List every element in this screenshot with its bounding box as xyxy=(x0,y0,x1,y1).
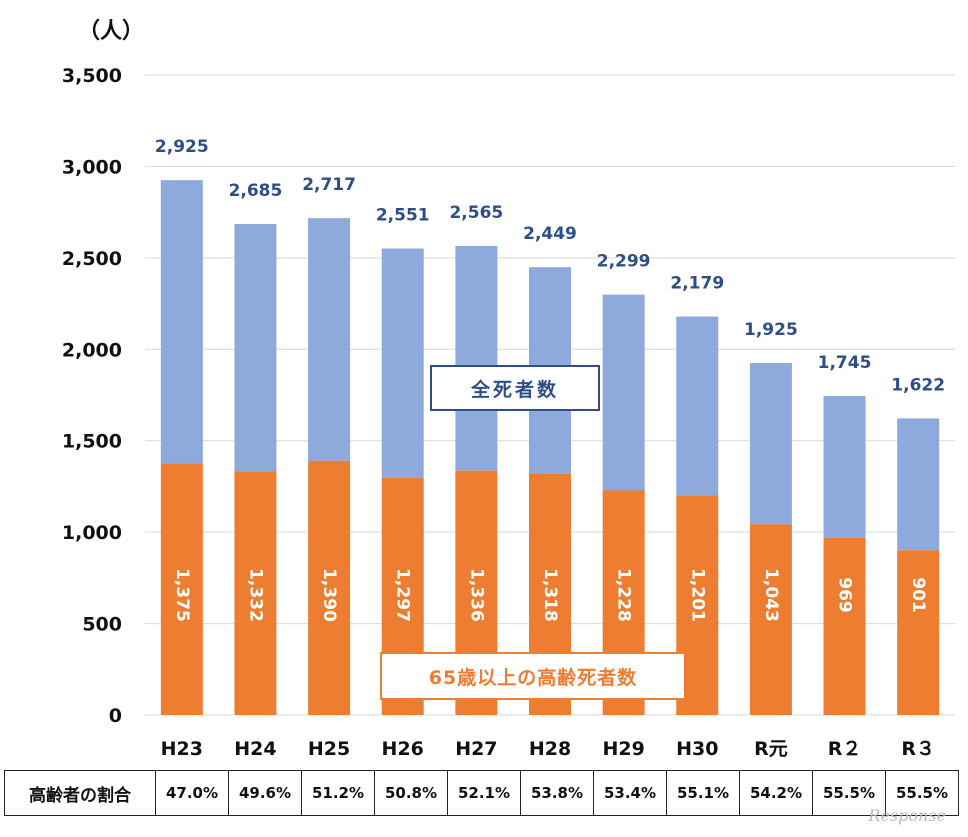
y-tick-label: 2,500 xyxy=(62,248,122,270)
bar-all-deaths xyxy=(308,218,351,461)
bar-elderly-deaths xyxy=(234,471,277,715)
bar-elderly-deaths xyxy=(160,463,203,715)
bar-all-deaths xyxy=(602,294,645,491)
x-category-label: H25 xyxy=(308,738,350,760)
legend-elderly-deaths: 65歳以上の高齢死者数 xyxy=(380,652,686,700)
total-value-label: 1,745 xyxy=(818,353,872,373)
bar-all-deaths xyxy=(455,245,498,471)
ratio-table-header: 高齢者の割合 xyxy=(4,770,156,816)
total-value-label: 2,565 xyxy=(449,203,503,223)
ratio-cell: 55.5% xyxy=(885,770,959,816)
elderly-value-label: 1,390 xyxy=(319,568,339,622)
elderly-value-label: 1,201 xyxy=(687,568,707,622)
x-axis-categories: H23 H24 H25 H26 H27 H28 H29 H30 R元 R２ R３ xyxy=(161,738,935,760)
total-value-label: 2,449 xyxy=(523,224,577,244)
elderly-value-label: 1,228 xyxy=(614,568,634,622)
elderly-value-label: 1,043 xyxy=(761,568,781,622)
bars xyxy=(160,180,940,715)
ratio-cell: 54.2% xyxy=(739,770,813,816)
bar-elderly-deaths xyxy=(897,550,940,715)
ratio-row: 高齢者の割合 47.0% 49.6% 51.2% 50.8% 52.1% 53.8% 53.… xyxy=(4,770,959,816)
total-value-label: 1,622 xyxy=(891,375,945,395)
y-tick-label: 3,000 xyxy=(62,156,122,178)
x-category-label: H27 xyxy=(455,738,497,760)
ratio-cell: 49.6% xyxy=(228,770,302,816)
x-category-label: R元 xyxy=(754,738,788,760)
watermark-logo: Response xyxy=(868,806,946,825)
total-value-label: 2,685 xyxy=(229,181,283,201)
bar-all-deaths xyxy=(381,248,424,478)
x-category-label: H29 xyxy=(602,738,644,760)
x-category-label: H30 xyxy=(676,738,718,760)
x-category-label: H24 xyxy=(234,738,276,760)
y-tick-label: 500 xyxy=(82,614,122,636)
bar-all-deaths xyxy=(897,418,940,551)
elderly-value-label: 1,375 xyxy=(172,568,192,622)
bar-elderly-deaths xyxy=(823,537,866,715)
bar-all-deaths xyxy=(823,395,866,538)
total-value-label: 2,717 xyxy=(302,175,356,195)
total-value-label: 2,179 xyxy=(670,274,724,294)
bar-all-deaths xyxy=(160,180,203,464)
elderly-value-label: 1,318 xyxy=(540,568,560,622)
x-category-label: R２ xyxy=(828,738,862,760)
ratio-cell: 50.8% xyxy=(374,770,448,816)
total-value-label: 2,551 xyxy=(376,206,430,226)
elderly-value-label: 901 xyxy=(908,577,928,613)
total-value-label: 2,299 xyxy=(597,252,651,272)
elderly-ratio-table: 高齢者の割合 47.0% 49.6% 51.2% 50.8% 52.1% 53.8% 53.… xyxy=(4,770,959,816)
ratio-cell: 53.4% xyxy=(593,770,667,816)
elderly-value-label: 1,336 xyxy=(466,568,486,622)
bar-elderly-deaths xyxy=(749,524,792,715)
x-category-label: H23 xyxy=(161,738,203,760)
total-value-label: 2,925 xyxy=(155,137,209,157)
y-axis-ticks: 0 500 1,000 1,500 2,000 2,500 3,000 3,500 xyxy=(62,65,122,727)
elderly-value-label: 1,297 xyxy=(393,568,413,622)
ratio-cell: 52.1% xyxy=(447,770,521,816)
ratio-cell: 55.1% xyxy=(666,770,740,816)
bar-all-deaths xyxy=(676,316,719,496)
x-category-label: H26 xyxy=(382,738,424,760)
y-axis-unit-label: （人） xyxy=(78,19,144,44)
y-tick-label: 3,500 xyxy=(62,65,122,87)
y-tick-label: 0 xyxy=(109,705,122,727)
bar-all-deaths xyxy=(749,363,792,525)
x-category-label: H28 xyxy=(529,738,571,760)
ratio-cell: 55.5% xyxy=(812,770,886,816)
total-value-label: 1,925 xyxy=(744,320,798,340)
ratio-cell: 53.8% xyxy=(520,770,594,816)
y-tick-label: 2,000 xyxy=(62,339,122,361)
elderly-value-label: 1,332 xyxy=(245,568,265,622)
y-tick-label: 1,000 xyxy=(62,522,122,544)
bar-elderly-deaths xyxy=(308,460,351,715)
legend-all-deaths: 全死者数 xyxy=(430,365,600,411)
elderly-value-label: 969 xyxy=(835,577,855,613)
ratio-cell: 51.2% xyxy=(301,770,375,816)
y-tick-label: 1,500 xyxy=(62,431,122,453)
ratio-cell: 47.0% xyxy=(155,770,229,816)
x-category-label: R３ xyxy=(901,738,935,760)
bar-all-deaths xyxy=(234,224,277,472)
data-labels: 2,925 1,375 2,685 1,332 2,717 1,390 2,551 1,297… xyxy=(155,137,945,622)
